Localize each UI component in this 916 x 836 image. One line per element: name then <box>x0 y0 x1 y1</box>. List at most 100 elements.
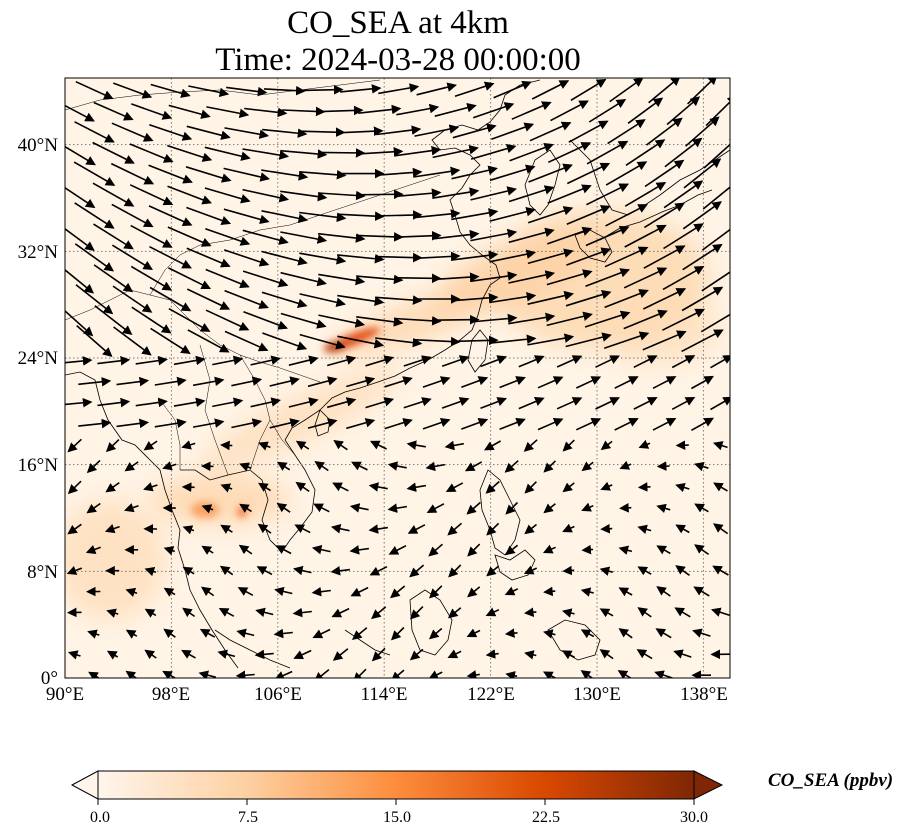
wind-arrow <box>614 376 639 389</box>
wind-arrow <box>562 439 575 452</box>
wind-arrow <box>623 267 668 289</box>
wind-arrow <box>384 418 413 430</box>
wind-arrow <box>220 440 233 451</box>
wind-arrow <box>523 439 538 452</box>
wind-arrow <box>97 397 131 408</box>
wind-arrow <box>713 482 728 492</box>
wind-arrow <box>65 186 96 209</box>
wind-arrow <box>186 206 232 226</box>
wind-arrow <box>637 524 652 534</box>
wind-arrow <box>524 650 537 660</box>
wind-arrow <box>633 355 658 369</box>
wind-arrow <box>508 270 556 284</box>
wind-arrow <box>609 78 644 103</box>
wind-arrow <box>396 103 440 116</box>
wind-arrow <box>581 544 594 555</box>
wind-arrow <box>163 546 176 556</box>
wind-arrow <box>565 332 612 348</box>
wind-arrow <box>244 107 288 118</box>
wind-arrow <box>603 331 650 349</box>
wind-arrow <box>181 649 196 659</box>
wind-arrow <box>111 122 154 142</box>
lat-tick-label: 0° <box>41 668 58 689</box>
wind-arrow <box>269 376 300 387</box>
wind-arrow <box>646 117 683 146</box>
wind-arrow <box>595 355 620 368</box>
wind-arrow <box>242 148 290 160</box>
wind-arrow <box>542 671 556 678</box>
wind-arrow <box>242 229 289 245</box>
wind-arrow <box>205 268 250 289</box>
wind-arrow <box>116 418 150 429</box>
wind-arrow <box>320 105 364 116</box>
wind-arrow <box>682 201 723 230</box>
wind-arrow <box>239 503 252 513</box>
wind-arrow <box>212 397 244 408</box>
wind-arrow <box>280 190 328 202</box>
wind-arrow <box>671 396 696 411</box>
wind-arrow <box>384 376 413 388</box>
wind-arrow <box>112 285 153 313</box>
wind-arrow <box>371 606 387 620</box>
wind-arrow <box>262 332 308 351</box>
wind-arrow <box>65 268 95 294</box>
wind-arrow <box>445 482 464 493</box>
wind-arrow <box>712 441 728 451</box>
wind-arrow <box>547 184 592 204</box>
wind-arrow <box>97 356 131 366</box>
wind-arrow <box>486 522 500 536</box>
wind-arrow <box>406 482 427 493</box>
wind-arrow <box>566 205 611 226</box>
wind-arrow <box>250 397 281 408</box>
wind-arrow <box>168 308 211 332</box>
wind-arrow <box>625 139 666 166</box>
wind-arrow <box>311 586 331 597</box>
wind-arrow <box>586 183 630 206</box>
wind-arrow <box>261 250 308 266</box>
wind-arrow <box>307 376 338 388</box>
wind-arrow <box>663 223 704 250</box>
wind-arrow <box>470 143 517 160</box>
colorbar: 0.0 7.5 15.0 22.5 30.0 <box>70 770 724 826</box>
wind-arrow <box>205 309 250 331</box>
wind-arrow <box>75 284 114 315</box>
wind-arrow <box>148 205 193 226</box>
wind-arrow <box>432 144 479 159</box>
wind-arrow <box>409 648 424 661</box>
wind-arrow <box>135 355 168 366</box>
wind-arrow <box>556 397 583 410</box>
wind-arrow <box>691 417 714 431</box>
wind-arrow <box>280 271 327 287</box>
wind-arrow <box>371 647 386 662</box>
wind-arrow <box>412 251 461 262</box>
wind-arrow <box>219 565 234 576</box>
wind-arrow <box>257 523 272 534</box>
wind-arrow <box>65 227 95 251</box>
wind-arrow <box>499 417 526 431</box>
wind-arrow <box>154 376 187 387</box>
wind-arrow <box>224 330 269 352</box>
wind-arrow <box>350 586 369 597</box>
wind-arrow <box>546 269 593 286</box>
wind-arrow <box>313 668 330 678</box>
wind-arrow <box>374 210 423 220</box>
wind-arrow <box>375 295 423 305</box>
map-subtitle: Time: 2024-03-28 00:00:00 <box>215 42 581 78</box>
wind-arrow <box>450 335 499 346</box>
wind-arrow <box>113 326 152 356</box>
wind-arrow <box>162 461 177 471</box>
wind-arrow <box>464 461 483 472</box>
wind-arrow <box>691 375 714 390</box>
wind-arrow <box>223 249 270 267</box>
wind-arrow <box>105 439 120 453</box>
wind-arrow <box>466 628 481 638</box>
wind-arrow <box>447 522 463 536</box>
lon-tick-label: 122°E <box>467 684 515 705</box>
wind-arrow <box>604 246 649 268</box>
wind-arrow <box>236 628 255 638</box>
wind-arrow <box>619 460 632 470</box>
wind-arrow <box>624 224 667 248</box>
wind-arrow <box>368 524 389 534</box>
wind-arrow <box>529 121 572 142</box>
wind-arrow <box>258 441 271 451</box>
